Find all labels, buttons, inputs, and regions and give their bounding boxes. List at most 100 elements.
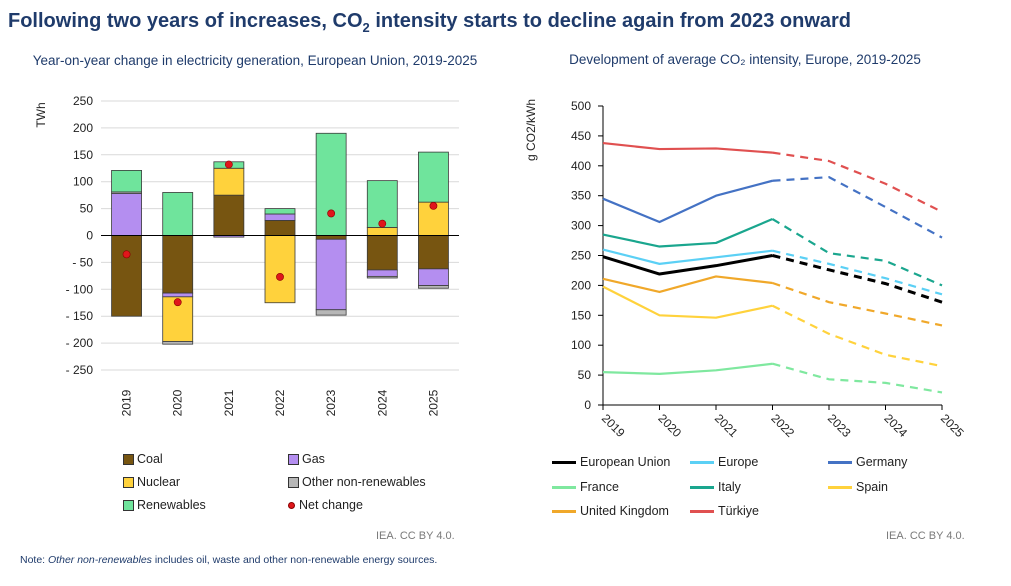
y-tick-label: 200 [73, 121, 93, 135]
y-tick-label: 50 [578, 368, 592, 382]
line-germany-forecast [772, 176, 943, 239]
x-tick-label: 2020 [171, 389, 185, 416]
bar-renewables-2019 [111, 170, 142, 193]
bar-renewables-2022 [264, 208, 296, 215]
line-united-kingdom-forecast [772, 281, 943, 327]
legend-label-italy: Italy [718, 480, 741, 494]
bar-nuclear-2021 [213, 167, 245, 196]
legend-line-france [552, 485, 576, 489]
legend-label-france: France [580, 480, 619, 494]
y-tick-label: - 100 [66, 282, 94, 296]
bar-chart-legend: Coal Gas Nuclear Other non-renewables Re… [123, 452, 483, 522]
bar-coal-2023 [315, 235, 347, 240]
legend-line-germany [828, 460, 852, 464]
bar-renewables-2020 [162, 192, 194, 236]
y-tick-label: 300 [571, 219, 591, 233]
legend-item-france: France [552, 480, 619, 494]
bar-renewables-2025 [418, 151, 449, 203]
x-tick-label: 2025 [426, 389, 440, 416]
legend-line-europe [690, 460, 714, 464]
legend-item-spain: Spain [828, 480, 888, 494]
x-tick-label: 2019 [120, 389, 134, 416]
legend-label-europe: Europe [718, 455, 759, 469]
legend-label-united-kingdom: United Kingdom [580, 504, 669, 518]
bar-gas-2022 [264, 213, 296, 221]
bar-coal-2022 [264, 220, 296, 236]
bar-other-2024 [366, 275, 398, 279]
legend-swatch-renewables [123, 499, 134, 511]
legend-item-germany: Germany [828, 455, 907, 469]
line-europe-forecast [772, 249, 943, 296]
legend-item-nuclear: Nuclear [123, 475, 180, 489]
legend-swatch-gas [288, 453, 299, 465]
legend-line-spain [828, 485, 852, 489]
legend-label-gas: Gas [302, 452, 325, 466]
x-tick-label: 2019 [599, 411, 628, 440]
bar-nuclear-2022 [264, 235, 296, 304]
net-change-point-2019 [122, 250, 131, 259]
legend-swatch-nuclear [123, 476, 134, 488]
legend-line-italy [690, 485, 714, 489]
legend-label-renewables: Renewables [137, 498, 206, 512]
page-title: Following two years of increases, CO2 in… [8, 10, 852, 35]
line-european-union-historical [602, 254, 773, 276]
legend-label-net-change: Net change [299, 498, 363, 512]
bar-gas-2025 [418, 268, 449, 286]
legend-line-european-union [552, 460, 576, 464]
legend-line-united-kingdom [552, 509, 576, 513]
line-united-kingdom-historical [602, 275, 773, 294]
y-tick-label: 350 [571, 189, 591, 203]
legend-label-germany: Germany [856, 455, 908, 469]
bar-coal-2021 [213, 194, 245, 236]
bar-nuclear-2024 [366, 227, 398, 236]
x-tick-label: 2023 [324, 389, 338, 416]
y-axis-label: TWh [34, 102, 48, 127]
legend-label-other: Other non-renewables [302, 475, 426, 489]
y-tick-label: 250 [73, 94, 93, 108]
y-tick-label: 250 [571, 249, 591, 263]
line-spain-forecast [772, 304, 943, 368]
y-tick-label: - 50 [72, 255, 93, 269]
line-chart: 0 50 100 150 200 250 300 350 400 450 500 g CO2/kWh 2… [524, 99, 967, 440]
net-change-point-2023 [327, 209, 336, 218]
y-tick-label: - 200 [66, 336, 94, 350]
x-tick-label: 2024 [881, 411, 910, 440]
left-chart-title: Year-on-year change in electricity gener… [32, 53, 478, 68]
line-spain-historical [602, 285, 773, 319]
bar-coal-2020 [162, 235, 194, 294]
legend-marker-net-change [288, 501, 295, 509]
line-t-rkiye-forecast [772, 151, 943, 213]
right-chart-title: Development of average CO₂ intensity, Eu… [569, 52, 921, 67]
net-change-point-2024 [378, 219, 387, 228]
legend-item-renewables: Renewables [123, 498, 206, 512]
y-tick-label: 450 [571, 129, 591, 143]
bar-chart: - 250 - 200 - 150 - 100 - 50 0 50 100 150 200 250 T… [34, 94, 459, 416]
y-tick-label: 200 [571, 278, 591, 292]
line-france-historical [602, 362, 773, 376]
y-axis-label: g CO2/kWh [524, 99, 538, 161]
left-source-credit: IEA. CC BY 4.0. [376, 530, 455, 542]
line-chart-legend: European Union Europe Germany France Ita… [552, 455, 972, 525]
y-tick-label: 150 [73, 148, 93, 162]
legend-swatch-coal [123, 453, 134, 465]
x-tick-label: 2021 [222, 389, 236, 416]
x-tick-label: 2020 [655, 411, 684, 440]
line-italy-forecast [771, 218, 943, 287]
net-change-point-2025 [429, 202, 438, 210]
legend-label-european-union: European Union [580, 455, 671, 469]
legend-line-turkiye [690, 509, 714, 513]
y-tick-label: - 150 [66, 309, 94, 323]
net-change-point-2022 [276, 273, 284, 281]
x-tick-label: 2025 [938, 411, 967, 440]
bar-renewables-2023 [315, 132, 347, 236]
legend-label-nuclear: Nuclear [137, 475, 181, 489]
legend-swatch-other [288, 476, 299, 488]
y-tick-label: - 250 [66, 363, 94, 377]
line-european-union-forecast [772, 254, 943, 304]
net-change-point-2020 [173, 298, 182, 307]
legend-item-coal: Coal [123, 452, 163, 466]
line-italy-historical [602, 218, 773, 248]
bar-gas-2024 [366, 269, 398, 277]
legend-label-turkiye: Türkiye [718, 504, 759, 518]
legend-item-net-change: Net change [288, 498, 363, 512]
